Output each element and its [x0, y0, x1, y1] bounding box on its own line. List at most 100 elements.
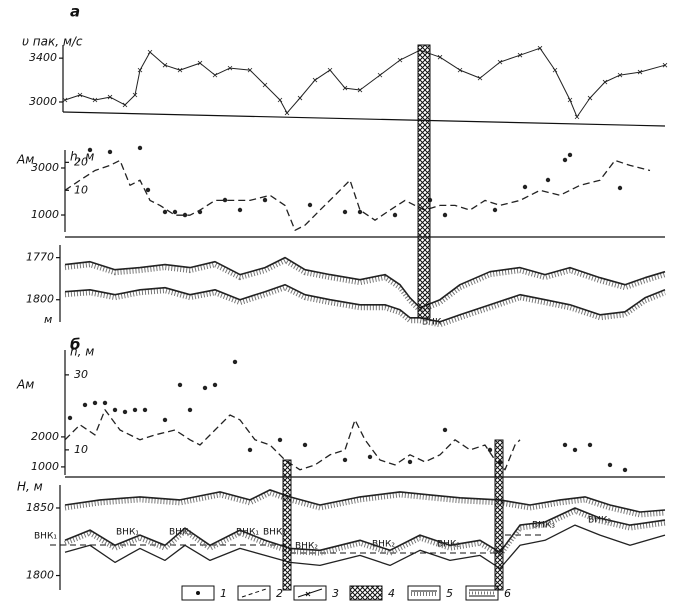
y-axis-label: υ пак, м/с [22, 35, 83, 49]
cross-marker [377, 72, 383, 78]
cross-marker [327, 67, 333, 73]
series-line [64, 159, 651, 231]
hatching [64, 285, 666, 328]
dot [617, 185, 623, 191]
dot [145, 187, 151, 193]
y-axis-label: Aм [16, 153, 34, 167]
panel-label: б [70, 336, 80, 354]
dot [487, 447, 493, 453]
cross-marker [457, 67, 463, 73]
dot [277, 437, 283, 443]
dot [342, 209, 348, 215]
legend-label: 1 [220, 587, 227, 600]
annotation: ВНК₁ [34, 532, 57, 542]
legend-symbol [297, 588, 323, 598]
dot [247, 447, 253, 453]
dot [302, 442, 308, 448]
dot [212, 382, 218, 388]
dot [187, 407, 193, 413]
dot [122, 409, 128, 415]
cross-marker [147, 49, 153, 55]
y-tick-label: 1800 [26, 569, 54, 582]
series-line [64, 524, 666, 570]
y-tick-label: 2000 [31, 430, 59, 443]
annotation: ВНК₃ [532, 521, 555, 531]
y-tick-label: 1000 [31, 208, 59, 221]
dot [567, 152, 573, 158]
hatching [64, 258, 666, 314]
cross-marker [357, 87, 363, 93]
cross-marker [477, 75, 483, 81]
y2-tick-label: 10 [74, 443, 88, 456]
legend-box [407, 585, 441, 601]
dot [102, 400, 108, 406]
dot [232, 359, 238, 365]
y-tick-label: 1800 [26, 293, 54, 306]
legend: 1 2 3 4 5 6 [181, 585, 511, 601]
cross-marker [277, 97, 283, 103]
dot [442, 427, 448, 433]
dot [107, 149, 113, 155]
legend-box [349, 585, 383, 601]
annotation: ВНК₂ [295, 542, 318, 552]
dot [357, 209, 363, 215]
cross-marker [617, 72, 623, 78]
dot [162, 209, 168, 215]
series-line [64, 409, 521, 471]
dot [112, 407, 118, 413]
legend-label: 5 [446, 587, 453, 600]
cross-marker [497, 59, 503, 65]
cross-marker [437, 54, 443, 60]
cross-marker [552, 67, 558, 73]
cross-marker [567, 97, 573, 103]
cross-marker [77, 92, 83, 98]
dot [392, 212, 398, 218]
cross-marker [247, 67, 253, 73]
dot [177, 382, 183, 388]
legend-box [465, 585, 499, 601]
dot [237, 207, 243, 213]
cross-markers [62, 45, 668, 120]
y-tick-label: 1770 [26, 251, 54, 264]
dot [67, 415, 73, 421]
legend-label: 3 [332, 587, 339, 600]
dot [262, 197, 268, 203]
dot [622, 467, 628, 473]
dot [442, 212, 448, 218]
dot [222, 197, 228, 203]
y2-tick-label: 10 [74, 183, 88, 196]
dot [87, 147, 93, 153]
cross-marker [62, 97, 68, 103]
series-line [64, 489, 666, 513]
dot [407, 459, 413, 465]
annotation: ВНК₁ [263, 528, 286, 538]
legend-box [237, 585, 271, 601]
dot [572, 447, 578, 453]
cross-marker [397, 57, 403, 63]
dot [562, 442, 568, 448]
y-tick-label: 1850 [26, 501, 54, 514]
series-line [64, 507, 666, 554]
legend-symbol [241, 588, 267, 598]
dot [492, 207, 498, 213]
dot [545, 177, 551, 183]
legend-box [293, 585, 327, 601]
cross-marker [197, 60, 203, 66]
cross-marker [227, 65, 233, 71]
cross-marker [212, 72, 218, 78]
dot [142, 407, 148, 413]
legend-label: 6 [504, 587, 511, 600]
y-tick-label: 3000 [31, 161, 59, 174]
dot [132, 407, 138, 413]
cross-marker [517, 52, 523, 58]
y2-axis-label: h, м [70, 345, 94, 359]
dot [82, 402, 88, 408]
annotation: ВНК [422, 318, 442, 328]
cross-marker [177, 67, 183, 73]
y-tick-label: 1000 [31, 460, 59, 473]
dot [522, 184, 528, 190]
cross-marker [312, 77, 318, 83]
annotation: ВНК₁ [116, 528, 139, 538]
cross-marker [574, 114, 580, 120]
cross-marker [132, 92, 138, 98]
